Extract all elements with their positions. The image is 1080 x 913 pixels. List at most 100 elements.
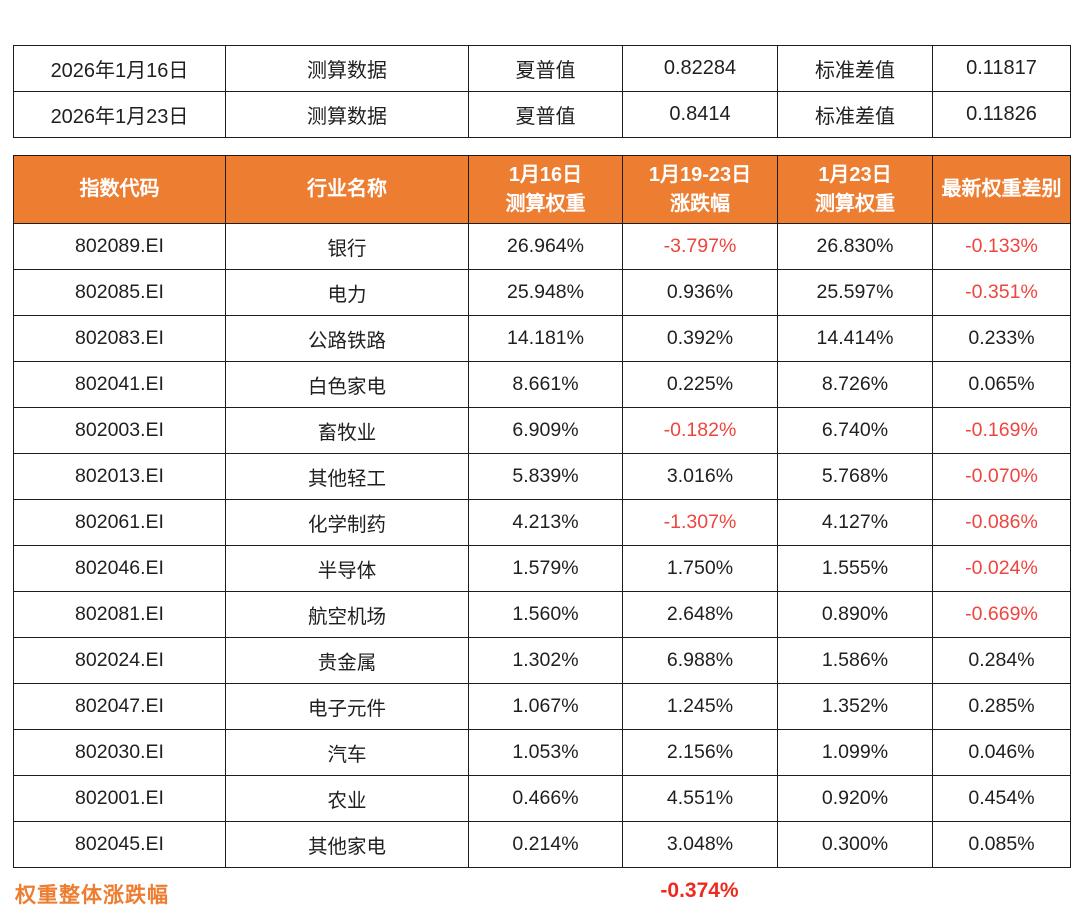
summary-date: 2026年1月16日 [13, 45, 226, 92]
index-code: 802041.EI [13, 361, 226, 408]
weight-0116: 1.579% [468, 545, 623, 592]
index-code: 802001.EI [13, 775, 226, 822]
weight-0123: 1.352% [777, 683, 933, 730]
header-weight-0123: 1月23日 测算权重 [777, 155, 933, 224]
table-row: 802061.EI 化学制药 4.213% -1.307% 4.127% -0.… [13, 499, 1071, 546]
change-0119-23: 0.936% [622, 269, 778, 316]
summary-date: 2026年1月23日 [13, 91, 226, 138]
index-code: 802081.EI [13, 591, 226, 638]
weight-diff: 0.285% [932, 683, 1071, 730]
industry-name: 公路铁路 [225, 315, 469, 362]
sharpe-value: 0.8414 [622, 91, 778, 138]
index-code: 802045.EI [13, 821, 226, 868]
weight-0123: 14.414% [777, 315, 933, 362]
header-index-code: 指数代码 [13, 155, 226, 224]
weight-0116: 0.466% [468, 775, 623, 822]
change-0119-23: 2.156% [622, 729, 778, 776]
industry-name: 汽车 [225, 729, 469, 776]
weight-diff: -0.070% [932, 453, 1071, 500]
weight-0116: 1.067% [468, 683, 623, 730]
overall-change-label: 权重整体涨跌幅 [15, 884, 169, 907]
table-row: 802081.EI 航空机场 1.560% 2.648% 0.890% -0.6… [13, 591, 1071, 638]
index-code: 802013.EI [13, 453, 226, 500]
index-code: 802085.EI [13, 269, 226, 316]
change-0119-23: 6.988% [622, 637, 778, 684]
change-0119-23: 4.551% [622, 775, 778, 822]
weight-0123: 8.726% [777, 361, 933, 408]
table-row: 802013.EI 其他轻工 5.839% 3.016% 5.768% -0.0… [13, 453, 1071, 500]
sharpe-label: 夏普值 [468, 91, 623, 138]
weight-0123: 0.920% [777, 775, 933, 822]
change-0119-23: 1.245% [622, 683, 778, 730]
table-row: 802001.EI 农业 0.466% 4.551% 0.920% 0.454% [13, 775, 1071, 822]
weight-diff: -0.024% [932, 545, 1071, 592]
table-row: 802045.EI 其他家电 0.214% 3.048% 0.300% 0.08… [13, 821, 1071, 868]
index-code: 802030.EI [13, 729, 226, 776]
weight-0116: 1.302% [468, 637, 623, 684]
industry-name: 其他轻工 [225, 453, 469, 500]
weight-diff: -0.086% [932, 499, 1071, 546]
change-0119-23: 3.048% [622, 821, 778, 868]
weight-diff: -0.669% [932, 591, 1071, 638]
weight-diff: -0.133% [932, 223, 1071, 270]
weight-0116: 6.909% [468, 407, 623, 454]
weight-diff: -0.169% [932, 407, 1071, 454]
weight-0123: 25.597% [777, 269, 933, 316]
change-0119-23: -3.797% [622, 223, 778, 270]
weights-table: 指数代码 行业名称 1月16日 测算权重 1月19-23日 涨跌幅 1月23日 … [13, 155, 1071, 868]
table-row: 802083.EI 公路铁路 14.181% 0.392% 14.414% 0.… [13, 315, 1071, 362]
industry-name: 半导体 [225, 545, 469, 592]
change-0119-23: 0.225% [622, 361, 778, 408]
summary-type-label: 测算数据 [225, 45, 469, 92]
weight-0123: 0.300% [777, 821, 933, 868]
index-code: 802003.EI [13, 407, 226, 454]
index-code: 802061.EI [13, 499, 226, 546]
table-gap [13, 138, 1080, 155]
summary-row-0116: 2026年1月16日 测算数据 夏普值 0.82284 标准差值 0.11817 [13, 45, 1071, 92]
table-row: 802024.EI 贵金属 1.302% 6.988% 1.586% 0.284… [13, 637, 1071, 684]
header-change-0119-23: 1月19-23日 涨跌幅 [622, 155, 778, 224]
stddev-label: 标准差值 [777, 45, 933, 92]
table-row: 802089.EI 银行 26.964% -3.797% 26.830% -0.… [13, 223, 1071, 270]
industry-name: 航空机场 [225, 591, 469, 638]
sharpe-value: 0.82284 [622, 45, 778, 92]
weight-diff: 0.085% [932, 821, 1071, 868]
change-0119-23: 3.016% [622, 453, 778, 500]
summary-table: 2026年1月16日 测算数据 夏普值 0.82284 标准差值 0.11817… [13, 45, 1071, 138]
index-code: 802046.EI [13, 545, 226, 592]
stddev-value: 0.11826 [932, 91, 1071, 138]
weight-diff: 0.046% [932, 729, 1071, 776]
change-0119-23: 1.750% [622, 545, 778, 592]
weight-0123: 5.768% [777, 453, 933, 500]
industry-name: 其他家电 [225, 821, 469, 868]
index-code: 802024.EI [13, 637, 226, 684]
industry-name: 银行 [225, 223, 469, 270]
weight-0123: 26.830% [777, 223, 933, 270]
weight-0116: 26.964% [468, 223, 623, 270]
industry-name: 农业 [225, 775, 469, 822]
table-row: 802085.EI 电力 25.948% 0.936% 25.597% -0.3… [13, 269, 1071, 316]
weight-0123: 1.586% [777, 637, 933, 684]
change-0119-23: 0.392% [622, 315, 778, 362]
header-weight-diff: 最新权重差别 [932, 155, 1071, 224]
weight-diff: 0.065% [932, 361, 1071, 408]
weight-0116: 14.181% [468, 315, 623, 362]
weight-0116: 5.839% [468, 453, 623, 500]
weight-0116: 8.661% [468, 361, 623, 408]
table-row: 802030.EI 汽车 1.053% 2.156% 1.099% 0.046% [13, 729, 1071, 776]
weight-0116: 1.560% [468, 591, 623, 638]
industry-name: 电力 [225, 269, 469, 316]
header-weight-0116: 1月16日 测算权重 [468, 155, 623, 224]
change-0119-23: -0.182% [622, 407, 778, 454]
weight-0123: 0.890% [777, 591, 933, 638]
overall-change-value: -0.374% [660, 879, 739, 902]
weight-0116: 0.214% [468, 821, 623, 868]
index-code: 802089.EI [13, 223, 226, 270]
weight-0123: 6.740% [777, 407, 933, 454]
weight-diff: -0.351% [932, 269, 1071, 316]
table-row: 802047.EI 电子元件 1.067% 1.245% 1.352% 0.28… [13, 683, 1071, 730]
stddev-value: 0.11817 [932, 45, 1071, 92]
weight-0116: 25.948% [468, 269, 623, 316]
change-0119-23: -1.307% [622, 499, 778, 546]
